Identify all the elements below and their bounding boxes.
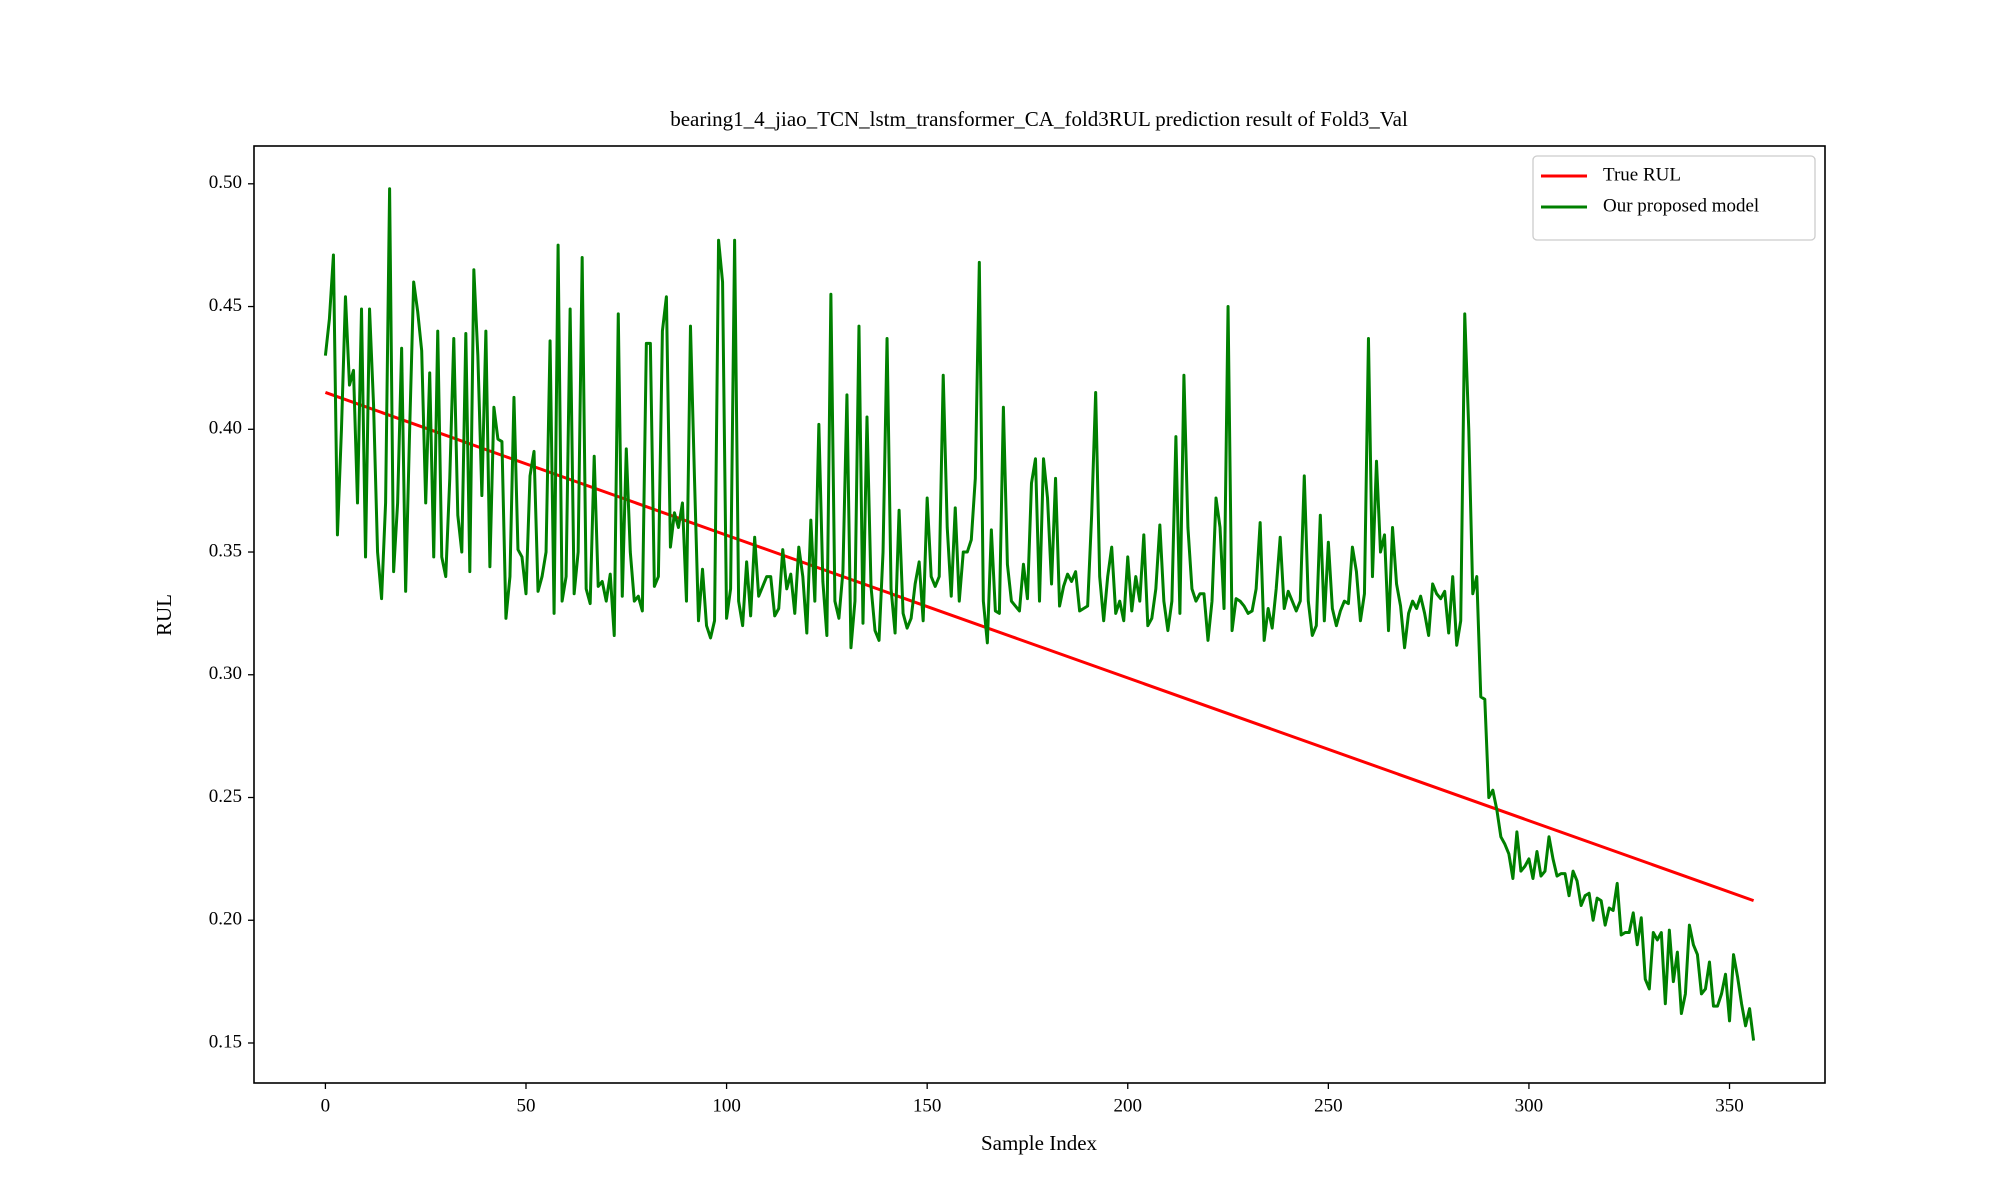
- y-tick-label: 0.45: [209, 295, 242, 316]
- x-tick-label: 150: [913, 1095, 942, 1116]
- x-tick-label: 300: [1515, 1095, 1544, 1116]
- plot-frame: [253, 145, 1826, 1084]
- chart-title: bearing1_4_jiao_TCN_lstm_transformer_CA_…: [670, 107, 1408, 131]
- legend-box: [1532, 155, 1816, 241]
- x-tick-label: 0: [321, 1095, 331, 1116]
- x-axis-label: Sample Index: [981, 1131, 1098, 1155]
- y-axis-label: RUL: [152, 594, 176, 636]
- x-tick-label: 350: [1715, 1095, 1744, 1116]
- legend-label: True RUL: [1603, 164, 1681, 185]
- y-tick-label: 0.25: [209, 786, 242, 807]
- y-tick-label: 0.35: [209, 540, 242, 561]
- x-tick-label: 250: [1314, 1095, 1343, 1116]
- x-tick-label: 100: [712, 1095, 741, 1116]
- series-line: [323, 187, 1756, 1041]
- x-tick-label: 50: [516, 1095, 535, 1116]
- series-line: [324, 391, 1755, 903]
- y-tick-label: 0.15: [209, 1031, 242, 1052]
- y-tick-label: 0.20: [209, 909, 242, 930]
- x-tick-label: 200: [1114, 1095, 1143, 1116]
- y-tick-label: 0.40: [209, 418, 242, 439]
- y-tick-label: 0.30: [209, 663, 242, 684]
- y-tick-label: 0.50: [209, 172, 242, 193]
- legend-label: Our proposed model: [1603, 195, 1759, 216]
